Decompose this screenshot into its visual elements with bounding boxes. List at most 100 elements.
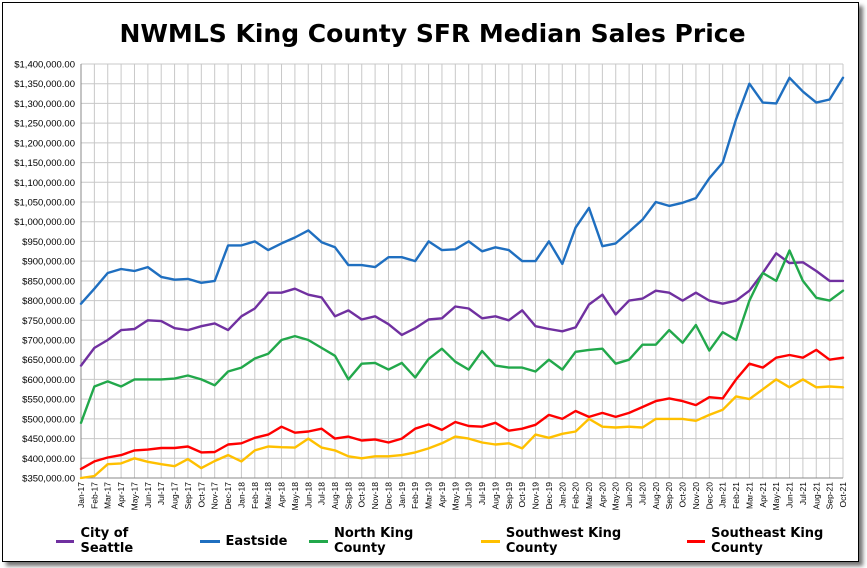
x-tick-label: Jul-20 (637, 482, 647, 505)
x-tick-label: Aug-20 (651, 482, 661, 510)
y-tick-label: $600,000.00 (22, 375, 75, 386)
x-tick-label: Feb-20 (571, 482, 581, 509)
x-tick-label: Apr-19 (437, 482, 447, 508)
legend-swatch (309, 539, 328, 543)
legend-swatch (686, 539, 706, 543)
x-tick-label: Jun-19 (464, 482, 474, 508)
x-tick-label: Jun-20 (624, 482, 634, 508)
x-tick-label: Apr-20 (597, 482, 607, 508)
x-tick-label: Jan-20 (557, 482, 567, 508)
x-tick-label: Sep-18 (343, 482, 353, 510)
series-line-eastside (79, 76, 845, 305)
x-tick-label: Oct-20 (678, 482, 688, 508)
x-tick-label: Mar-20 (584, 482, 594, 509)
x-tick-label: Jun-21 (785, 482, 795, 508)
series-line-north-king-county (79, 249, 845, 424)
y-tick-label: $450,000.00 (22, 434, 75, 445)
x-tick-label: Apr-18 (277, 482, 287, 508)
legend-swatch (56, 539, 75, 543)
y-tick-label: $1,200,000.00 (14, 138, 75, 149)
x-tick-label: Jun-17 (143, 482, 153, 508)
x-tick-label: Nov-17 (210, 482, 220, 510)
y-tick-label: $350,000.00 (22, 474, 75, 485)
x-tick-label: Jan-21 (718, 482, 728, 508)
legend-swatch (481, 539, 500, 543)
y-tick-label: $900,000.00 (22, 257, 75, 268)
x-tick-label: Nov-18 (370, 482, 380, 510)
x-tick-label: Dec-17 (223, 482, 233, 510)
x-tick-label: Feb-21 (731, 482, 741, 509)
x-tick-label: Oct-19 (517, 482, 527, 508)
legend-item-eastside: Eastside (199, 526, 288, 556)
x-tick-label: Jan-18 (236, 482, 246, 508)
x-tick-label: May-19 (450, 482, 460, 511)
x-tick-label: Dec-19 (544, 482, 554, 510)
y-tick-label: $750,000.00 (22, 316, 75, 327)
x-tick-label: Oct-17 (196, 482, 206, 508)
legend-item-city-of-seattle: City of Seattle (56, 526, 178, 556)
x-tick-label: Dec-20 (704, 482, 714, 510)
x-tick-label: Nov-20 (691, 482, 701, 510)
x-tick-label: May-17 (129, 482, 139, 511)
x-tick-label: Sep-21 (825, 482, 835, 510)
legend-label: Southeast King County (711, 526, 824, 556)
chart-title: NWMLS King County SFR Median Sales Price (119, 19, 746, 48)
x-tick-label: Aug-19 (490, 482, 500, 510)
y-tick-label: $950,000.00 (22, 237, 75, 248)
x-tick-label: Oct-18 (357, 482, 367, 508)
x-tick-label: Feb-18 (250, 482, 260, 509)
legend-item-southwest-king-county: Southwest King County (481, 526, 664, 556)
x-tick-label: Sep-17 (183, 482, 193, 510)
x-tick-label: Jul-21 (798, 482, 808, 505)
y-tick-label: $1,150,000.00 (14, 158, 75, 169)
legend: City of Seattle Eastside North King Coun… (56, 526, 867, 556)
y-tick-label: $650,000.00 (22, 355, 75, 366)
x-tick-label: Aug-17 (170, 482, 180, 510)
y-tick-label: $1,100,000.00 (14, 178, 75, 189)
legend-label: City of Seattle (80, 526, 134, 556)
x-tick-label: May-21 (771, 482, 781, 511)
y-tick-label: $1,350,000.00 (14, 79, 75, 90)
y-tick-label: $1,250,000.00 (14, 119, 75, 130)
y-tick-label: $800,000.00 (22, 296, 75, 307)
series-line-southwest-king-county (79, 378, 845, 480)
x-tick-label: Sep-20 (664, 482, 674, 510)
x-tick-label: May-20 (611, 482, 621, 511)
x-tick-label: Mar-21 (744, 482, 754, 509)
y-tick-label: $1,050,000.00 (14, 198, 75, 209)
series-line-city-of-seattle (79, 252, 845, 367)
legend-label: Southwest King County (505, 526, 622, 556)
x-tick-label: Jul-17 (156, 482, 166, 505)
y-tick-label: $850,000.00 (22, 276, 75, 287)
x-tick-label: Sep-19 (504, 482, 514, 510)
legend-item-southeast-king-county: Southeast King County (686, 526, 867, 556)
legend-swatch (199, 539, 220, 543)
x-tick-label: Apr-21 (758, 482, 768, 508)
legend-label: North King County (333, 526, 414, 556)
x-tick-label: Jan-19 (397, 482, 407, 508)
x-tick-label: Feb-17 (89, 482, 99, 509)
y-tick-label: $1,000,000.00 (14, 217, 75, 228)
x-tick-label: May-18 (290, 482, 300, 511)
x-tick-label: Feb-19 (410, 482, 420, 509)
x-tick-label: Dec-18 (383, 482, 393, 510)
y-tick-label: $500,000.00 (22, 414, 75, 425)
series-line-southeast-king-county (79, 348, 845, 471)
y-tick-label: $1,400,000.00 (14, 60, 75, 71)
x-tick-label: Jan-17 (76, 482, 86, 508)
legend-label: Eastside (225, 533, 288, 549)
x-tick-label: Jul-19 (477, 482, 487, 505)
x-tick-label: Nov-19 (531, 482, 541, 510)
y-tick-label: $1,300,000.00 (14, 99, 75, 110)
x-tick-label: Apr-17 (116, 482, 126, 508)
x-tick-label: Mar-17 (103, 482, 113, 509)
y-tick-label: $550,000.00 (22, 395, 75, 406)
y-tick-label: $400,000.00 (22, 454, 75, 465)
x-tick-label: Aug-21 (811, 482, 821, 510)
x-tick-label: Jun-18 (303, 482, 313, 508)
x-tick-label: Mar-18 (263, 482, 273, 509)
x-tick-label: Jul-18 (317, 482, 327, 505)
x-tick-label: Aug-18 (330, 482, 340, 510)
x-tick-label: Oct-21 (838, 482, 848, 508)
